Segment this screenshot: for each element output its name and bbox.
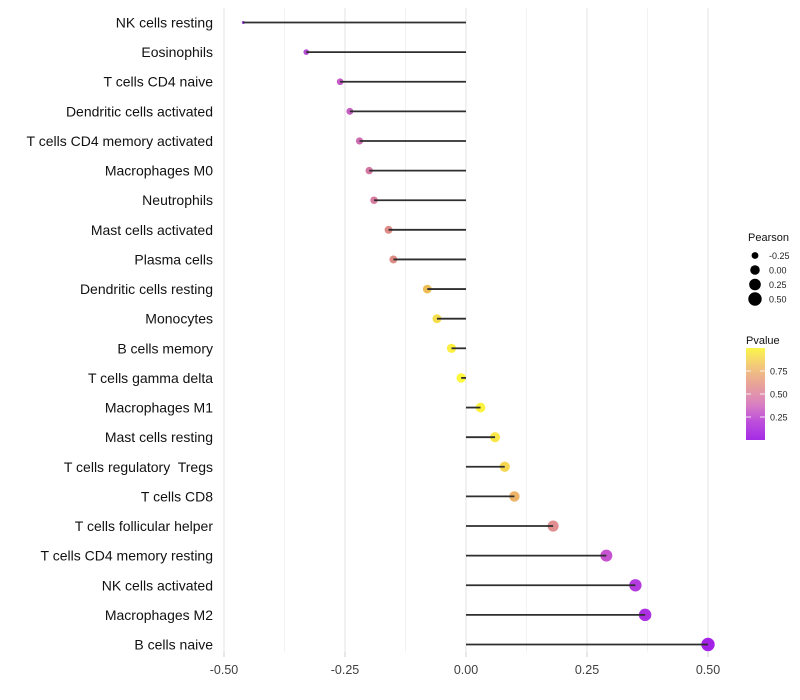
y-axis-category-label: T cells CD4 naive bbox=[104, 74, 214, 90]
y-axis-category-label: Eosinophils bbox=[141, 44, 213, 60]
y-axis-category-label: T cells gamma delta bbox=[88, 370, 213, 386]
legend-pvalue-title: Pvalue bbox=[746, 335, 780, 347]
legend-size-dot bbox=[750, 265, 760, 275]
x-axis-tick-label: -0.50 bbox=[210, 663, 239, 677]
legend-size-label: 0.00 bbox=[769, 266, 787, 276]
y-axis-category-label: NK cells activated bbox=[102, 577, 213, 593]
x-axis-tick-label: -0.25 bbox=[331, 663, 360, 677]
y-axis-category-label: T cells CD4 memory resting bbox=[41, 548, 213, 564]
y-axis-category-label: T cells CD4 memory activated bbox=[27, 133, 213, 149]
x-axis-tick-label: 0.50 bbox=[696, 663, 720, 677]
legend-gradient-label: 0.25 bbox=[770, 413, 788, 423]
y-axis-category-label: Dendritic cells activated bbox=[66, 103, 213, 119]
x-axis-tick-label: 0.00 bbox=[454, 663, 478, 677]
legend-gradient-label: 0.75 bbox=[770, 367, 788, 377]
y-axis-category-label: Mast cells activated bbox=[91, 222, 213, 238]
y-axis-category-label: Dendritic cells resting bbox=[80, 281, 213, 297]
legend-pearson-title: Pearson bbox=[748, 232, 789, 244]
y-axis-category-label: T cells regulatory Tregs bbox=[64, 459, 213, 475]
y-axis-category-label: B cells naive bbox=[134, 636, 213, 652]
y-axis-category-label: Monocytes bbox=[145, 311, 213, 327]
y-axis-category-label: Neutrophils bbox=[142, 192, 213, 208]
y-axis-category-label: NK cells resting bbox=[116, 15, 213, 31]
y-axis-category-label: Macrophages M0 bbox=[105, 163, 213, 179]
legend-size-dot bbox=[751, 252, 759, 259]
x-axis-tick-label: 0.25 bbox=[575, 663, 599, 677]
y-axis-category-label: T cells CD8 bbox=[141, 488, 213, 504]
legend-size-dot bbox=[749, 278, 761, 291]
y-axis-category-label: T cells follicular helper bbox=[75, 518, 214, 534]
legend-size-label: 0.25 bbox=[769, 280, 787, 290]
y-axis-category-label: Macrophages M1 bbox=[105, 400, 213, 416]
legend-size-label: 0.50 bbox=[769, 295, 787, 305]
y-axis-category-label: B cells memory bbox=[117, 340, 213, 356]
y-axis-category-label: Macrophages M2 bbox=[105, 607, 213, 623]
legend-size-dot bbox=[748, 292, 762, 306]
y-axis-category-label: Plasma cells bbox=[134, 251, 213, 267]
y-axis-category-label: Mast cells resting bbox=[105, 429, 213, 445]
legend-size-label: -0.25 bbox=[769, 251, 790, 261]
legend-gradient-label: 0.50 bbox=[770, 390, 788, 400]
